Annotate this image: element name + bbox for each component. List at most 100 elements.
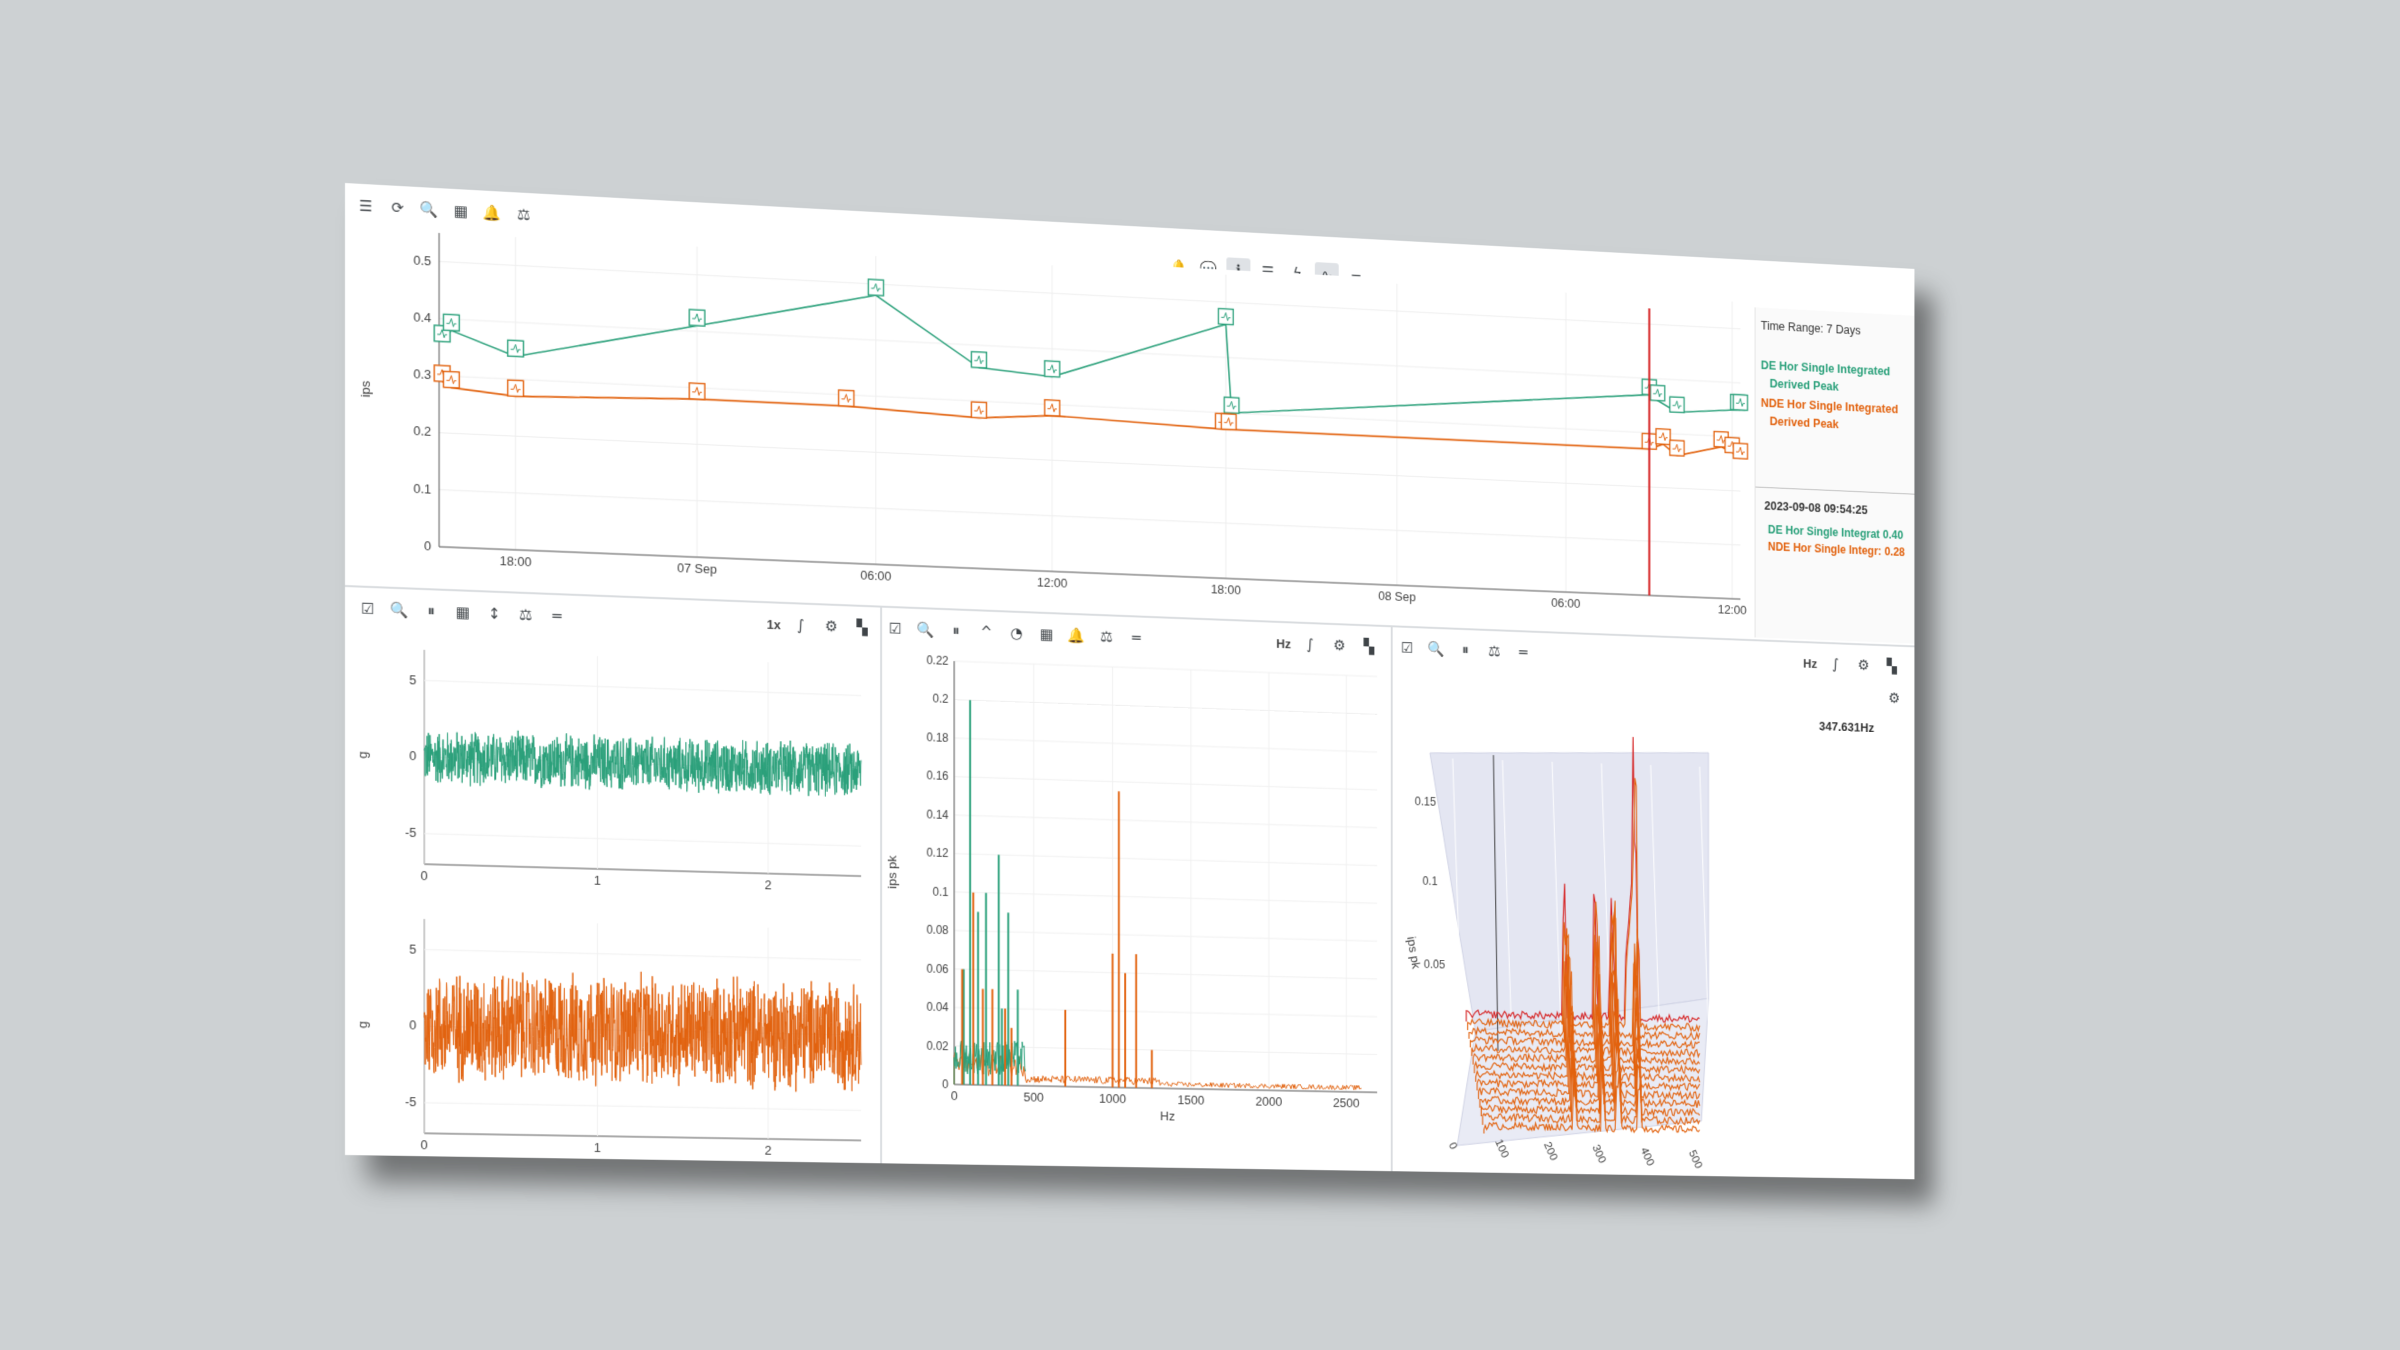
spectrum-x-tick: 1000: [1099, 1091, 1126, 1106]
trend-y-tick: 0: [424, 538, 431, 553]
waveform-panel: 5 0 -5 0 1 2 g 5 0 -5 0 1 2 g Time (s): [345, 627, 878, 1163]
chart-icon[interactable]: ▦: [1034, 621, 1058, 647]
arrows-icon[interactable]: ↕: [481, 600, 507, 627]
trend-chart[interactable]: 0 0.1 0.2 0.3 0.4 0.5 18:00 07 Sep 06:00 12:00 18:…: [345, 223, 1754, 642]
equals-icon[interactable]: ═: [1512, 639, 1535, 665]
spectrum-y-tick: 0.18: [926, 730, 948, 744]
trend-marker-box: [508, 340, 524, 357]
spectrum-x-tick: 2500: [1333, 1095, 1359, 1110]
waterfall-y-tick: 0.15: [1415, 795, 1437, 809]
trend-x-axis: [439, 547, 1740, 599]
trend-side-panel: Time Range: 7 Days DE Hor Single Integra…: [1755, 307, 1915, 643]
zoom-icon[interactable]: 🔍: [913, 617, 938, 643]
waveform-de-x-tick: 0: [421, 868, 428, 883]
waveform-de-signal: [424, 728, 861, 799]
integral-icon[interactable]: ∫: [1298, 631, 1322, 657]
trend-marker-box: [1650, 385, 1664, 401]
spectrum-y-tick: 0: [942, 1077, 949, 1091]
waterfall-unit-label[interactable]: Hz: [1803, 656, 1817, 671]
pause-icon[interactable]: ⏸: [418, 598, 444, 625]
trend-point-1: [971, 402, 986, 418]
chart-icon[interactable]: ▦: [448, 198, 474, 225]
refresh-icon[interactable]: ⟳: [385, 194, 411, 221]
pause-icon[interactable]: ⏸: [1454, 637, 1478, 663]
balance-icon[interactable]: ⚖: [511, 201, 536, 228]
spectrum-y-tick: 0.04: [926, 1000, 948, 1014]
chart-icon[interactable]: ▦: [450, 599, 476, 626]
trend-marker-box: [971, 402, 986, 418]
balance-icon[interactable]: ⚖: [513, 601, 538, 628]
checkbox-icon[interactable]: ☑: [1395, 635, 1419, 661]
legend-item-nde[interactable]: NDE Hor Single Integrated Derived Peak: [1761, 394, 1898, 436]
waterfall-settings-icon[interactable]: ⚙: [1883, 685, 1906, 710]
cursor-number-de: 0.40: [1883, 528, 1903, 542]
spectrum-y-tick: 0.08: [926, 923, 948, 937]
trend-point-0: [971, 352, 986, 368]
waveform-nde-signal: [424, 967, 861, 1093]
gear-icon[interactable]: ⚙: [1328, 632, 1352, 658]
spectrum-grid-y: [954, 969, 1377, 979]
cursor-number-nde: 0.28: [1884, 545, 1904, 559]
spectrum-grid-y: [954, 815, 1377, 828]
waveform-nde-y-label: g: [355, 1021, 370, 1029]
waveform-nde-x-label: Time (s): [622, 1156, 668, 1163]
waveform-nde-x-axis: [424, 1133, 861, 1140]
trend-x-tick: 12:00: [1037, 575, 1068, 591]
spectrum-x-tick: 1500: [1178, 1092, 1205, 1107]
integral-icon[interactable]: ∫: [788, 612, 813, 638]
spectrum-nde-floor: [954, 1052, 1361, 1092]
balance-icon[interactable]: ⚖: [1483, 638, 1507, 664]
spectrum-y-tick: 0.14: [926, 807, 948, 821]
spectrum-grid-y: [954, 661, 1377, 676]
trend-marker-box: [1224, 397, 1239, 413]
integral-icon[interactable]: ∫: [1824, 651, 1847, 676]
spectrum-grid-y: [954, 700, 1377, 715]
spectrum-chart[interactable]: 0 0.02 0.04 0.06 0.08 0.1 0.12 0.14 0.16 0.18 0.2 0…: [883, 647, 1389, 1171]
trend-marker-box: [868, 279, 883, 295]
spectrum-y-label: ips pk: [885, 855, 899, 889]
balance-icon[interactable]: ⚖: [1094, 624, 1118, 650]
zoom-icon[interactable]: 🔍: [416, 196, 442, 223]
gear-icon[interactable]: ⚙: [1852, 652, 1875, 677]
spectrum-unit-label[interactable]: Hz: [1276, 636, 1291, 651]
equals-icon[interactable]: ═: [1124, 625, 1148, 651]
grid-icon[interactable]: ▚: [850, 614, 875, 640]
menu-icon[interactable]: ☰: [353, 192, 379, 219]
zoom-icon[interactable]: 🔍: [387, 597, 413, 624]
trend-point-0: [1218, 309, 1233, 325]
waveform-de-grid: [424, 680, 861, 695]
waveform-chart[interactable]: 5 0 -5 0 1 2 g 5 0 -5 0 1 2 g Time (s): [345, 627, 878, 1163]
checkbox-icon[interactable]: ☑: [355, 595, 381, 622]
waterfall-x-tick: 300: [1590, 1142, 1609, 1165]
trend-chart-panel: 0 0.1 0.2 0.3 0.4 0.5 18:00 07 Sep 06:00 12:00 18:…: [345, 223, 1754, 642]
equals-icon[interactable]: ═: [544, 603, 569, 630]
waveform-de-grid: [424, 834, 861, 846]
trend-x-tick: 12:00: [1718, 602, 1747, 617]
trend-point-1: [689, 383, 704, 399]
bell-icon[interactable]: 🔔: [1064, 622, 1088, 648]
trend-marker-box: [443, 314, 459, 331]
waveform-de-x-axis: [424, 864, 861, 876]
speed-label[interactable]: 1x: [767, 616, 781, 631]
grid-icon[interactable]: ▚: [1357, 634, 1381, 660]
legend-item-de[interactable]: DE Hor Single Integrated Derived Peak: [1761, 357, 1890, 399]
trend-marker-box: [1221, 414, 1236, 430]
checkbox-icon[interactable]: ☑: [883, 616, 908, 642]
trend-y-tick: 0.3: [413, 366, 431, 382]
divider-right: [1391, 627, 1393, 1171]
trend-point-1: [508, 380, 524, 397]
zoom-icon[interactable]: 🔍: [1425, 636, 1449, 662]
pause-icon[interactable]: ⏸: [944, 618, 969, 644]
trend-point-0: [443, 314, 459, 331]
waterfall-panel: ⚙ 347.631Hz 0.15 0.1 0.05 ips pk 0 100 200 300 4…: [1394, 666, 1915, 1180]
bell-icon[interactable]: 🔔: [480, 199, 506, 226]
spectrum-x-tick: 2000: [1256, 1094, 1283, 1109]
grid-icon[interactable]: ▚: [1880, 654, 1903, 679]
trend-point-0: [689, 310, 704, 327]
waterfall-chart[interactable]: 0.150.10.05ips pk0 100 200 300 400 500: [1394, 666, 1915, 1180]
gear-icon[interactable]: ⚙: [819, 613, 844, 639]
trend-point-1: [1656, 429, 1670, 445]
trend-marker-box: [1733, 395, 1747, 411]
gauge-icon[interactable]: ◔: [1004, 620, 1028, 646]
peak-icon[interactable]: ^: [974, 619, 999, 645]
